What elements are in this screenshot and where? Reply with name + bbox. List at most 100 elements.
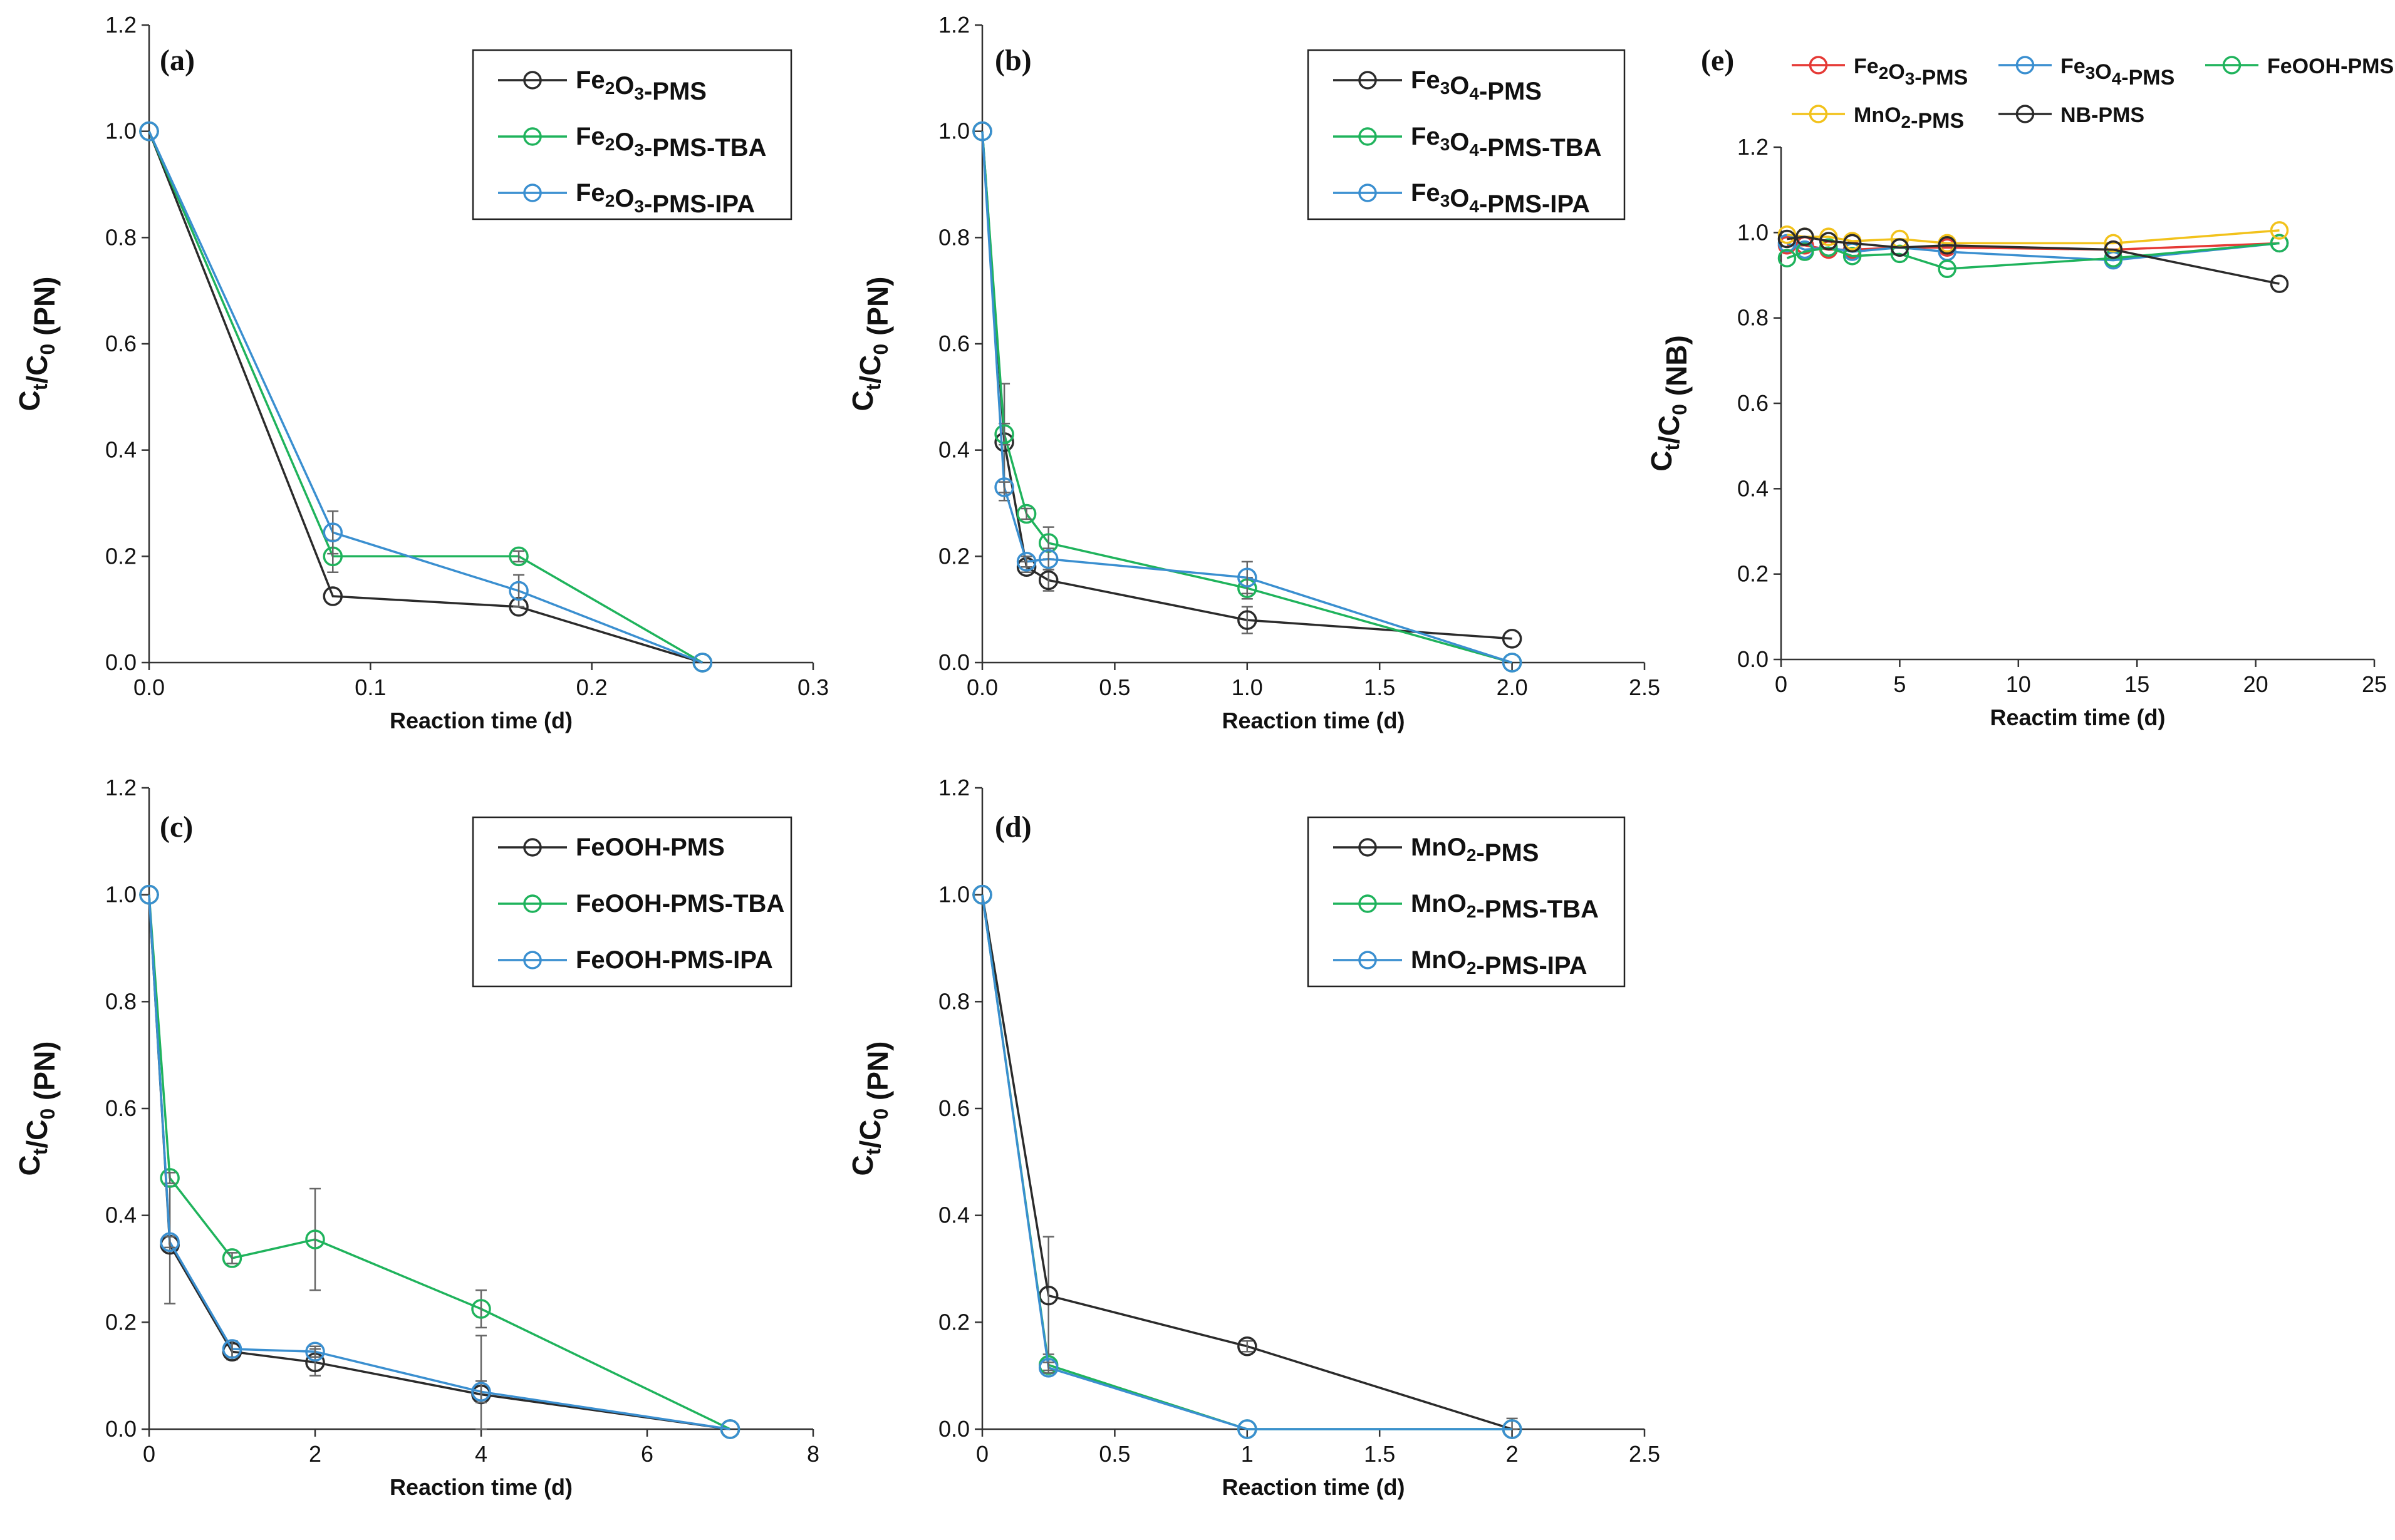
x-axis-label: Reaction time (d): [390, 708, 573, 733]
legend-box: [1307, 816, 1626, 988]
series-line: [148, 894, 731, 1430]
legend-entry: FeOOH-PMS-TBA: [498, 890, 784, 917]
data-point: [1038, 1358, 1059, 1378]
legend-marker: [523, 894, 542, 913]
y-tick-label: 0.4: [1737, 475, 1769, 501]
legend-label: Fe2O3-PMS: [576, 66, 707, 105]
x-axis-label: Reaction time (d): [1222, 708, 1405, 733]
legend-entry: Fe3O4-PMS: [1333, 66, 1542, 105]
legend-marker: [1358, 894, 1377, 913]
legend-label: Fe3O4-PMS-TBA: [1411, 123, 1602, 162]
data-point: [2270, 221, 2289, 240]
data-point: [1938, 259, 1956, 279]
data-point: [994, 477, 1014, 497]
y-tick-label: 0.0: [1737, 646, 1769, 672]
panel-label: (c): [160, 810, 193, 844]
y-tick-label: 1.2: [105, 775, 137, 800]
y-axis-label: Ct/C0 (PN): [13, 1041, 61, 1176]
legend-marker: [523, 951, 542, 969]
data-point: [972, 121, 992, 142]
y-tick-label: 0.2: [938, 543, 970, 569]
x-tick-label: 2: [1506, 1441, 1519, 1467]
y-axis-label: Ct/C0 (NB): [1645, 335, 1693, 472]
data-point: [305, 1341, 325, 1362]
x-tick-label: 0.5: [1099, 674, 1130, 700]
y-tick-label: 0.6: [1737, 390, 1769, 416]
data-point: [1777, 229, 1797, 249]
panel-label: (a): [160, 44, 195, 77]
legend-entry: FeOOH-PMS-IPA: [498, 946, 773, 974]
series-Fe2O3-PMS: [1777, 234, 2289, 259]
x-tick-label: 2.0: [1497, 674, 1528, 700]
legend-label: FeOOH-PMS: [576, 834, 725, 861]
y-tick-label: 0.8: [938, 988, 970, 1014]
series-line: [981, 131, 1513, 664]
legend-entry: Fe3O4-PMS-TBA: [1333, 123, 1602, 162]
legend-marker: [523, 183, 542, 202]
chart-panel-c: 0.0 0.2 0.4 0.6 0.8 1.0 1.2 0 2 4 6 8 Reaction time …: [13, 775, 819, 1500]
legend: FeOOH-PMS FeOOH-PMS-TBA FeOOH-PMS-IPA: [472, 816, 792, 988]
x-tick-label: 0.2: [576, 674, 608, 700]
y-tick-label: 0.2: [105, 1309, 137, 1335]
x-axis-label: Reaction time (d): [390, 1474, 573, 1500]
x-tick-label: 2: [309, 1441, 321, 1467]
data-point: [1237, 1419, 1257, 1439]
x-tick-label: 5: [1893, 671, 1906, 697]
legend-label: FeOOH-PMS-TBA: [576, 890, 784, 917]
data-point: [160, 1168, 180, 1188]
legend-box: [472, 816, 792, 988]
chart-panel-b: 0.0 0.2 0.4 0.6 0.8 1.0 1.2 0.0 0.5 1.0 1.5 2.0 2.5 R…: [846, 12, 1660, 733]
series-line: [1786, 242, 2280, 271]
data-point: [994, 424, 1014, 444]
legend-marker: [1358, 838, 1377, 857]
data-point: [1502, 1419, 1522, 1439]
panel-label: (e): [1701, 44, 1734, 77]
y-tick-label: 0.6: [938, 1095, 970, 1121]
data-point: [1016, 552, 1037, 572]
x-axis-label: Reaction time (d): [1222, 1474, 1405, 1500]
legend-entry: FeOOH-PMS: [2205, 54, 2394, 78]
data-point: [509, 546, 529, 567]
y-tick-label: 1.2: [938, 775, 970, 800]
y-tick-label: 0.4: [105, 437, 137, 463]
y-tick-label: 0.4: [938, 1202, 970, 1228]
legend-marker: [1809, 105, 1828, 123]
y-axis-label: Ct/C0 (PN): [13, 276, 61, 411]
data-point: [1237, 610, 1257, 630]
x-tick-label: 0: [1775, 671, 1787, 697]
data-point: [2270, 274, 2289, 293]
data-point: [1237, 567, 1257, 588]
series-line: [148, 131, 703, 664]
data-point: [1842, 247, 1862, 266]
data-point: [2270, 234, 2289, 253]
x-tick-label: 15: [2124, 671, 2149, 697]
data-point: [1502, 629, 1522, 649]
panel-label: (b): [995, 44, 1032, 77]
data-point: [1890, 238, 1909, 257]
x-tick-label: 8: [807, 1441, 819, 1467]
series-NB-PMS: [1777, 227, 2289, 293]
x-tick-label: 0.0: [967, 674, 998, 700]
data-point: [720, 1419, 740, 1439]
legend-entry: MnO2-PMS-TBA: [1333, 890, 1599, 923]
legend-marker: [1358, 127, 1377, 146]
y-tick-label: 1.0: [1737, 219, 1769, 245]
x-tick-label: 0: [143, 1441, 155, 1467]
legend-marker: [1358, 951, 1377, 969]
x-tick-label: 1.0: [1232, 674, 1263, 700]
legend-entry: FeOOH-PMS: [498, 834, 725, 861]
legend-label: Fe3O4-PMS: [2060, 54, 2174, 90]
y-tick-label: 0.2: [938, 1309, 970, 1335]
legend: Fe2O3-PMS Fe3O4-PMS FeOOH-PMS MnO2-PMS NB-PM…: [1792, 54, 2394, 133]
x-tick-label: 1: [1241, 1441, 1254, 1467]
legend-marker: [1358, 183, 1377, 202]
data-point: [1819, 238, 1838, 257]
data-point: [509, 581, 529, 601]
y-tick-label: 1.0: [938, 882, 970, 907]
data-point: [1237, 1336, 1257, 1357]
y-tick-label: 0.0: [105, 649, 137, 675]
y-tick-label: 1.2: [105, 12, 137, 38]
y-axis-label: Ct/C0 (PN): [846, 1041, 894, 1176]
legend: Fe3O4-PMS Fe3O4-PMS-TBA Fe3O4-PMS-IPA: [1307, 49, 1626, 220]
